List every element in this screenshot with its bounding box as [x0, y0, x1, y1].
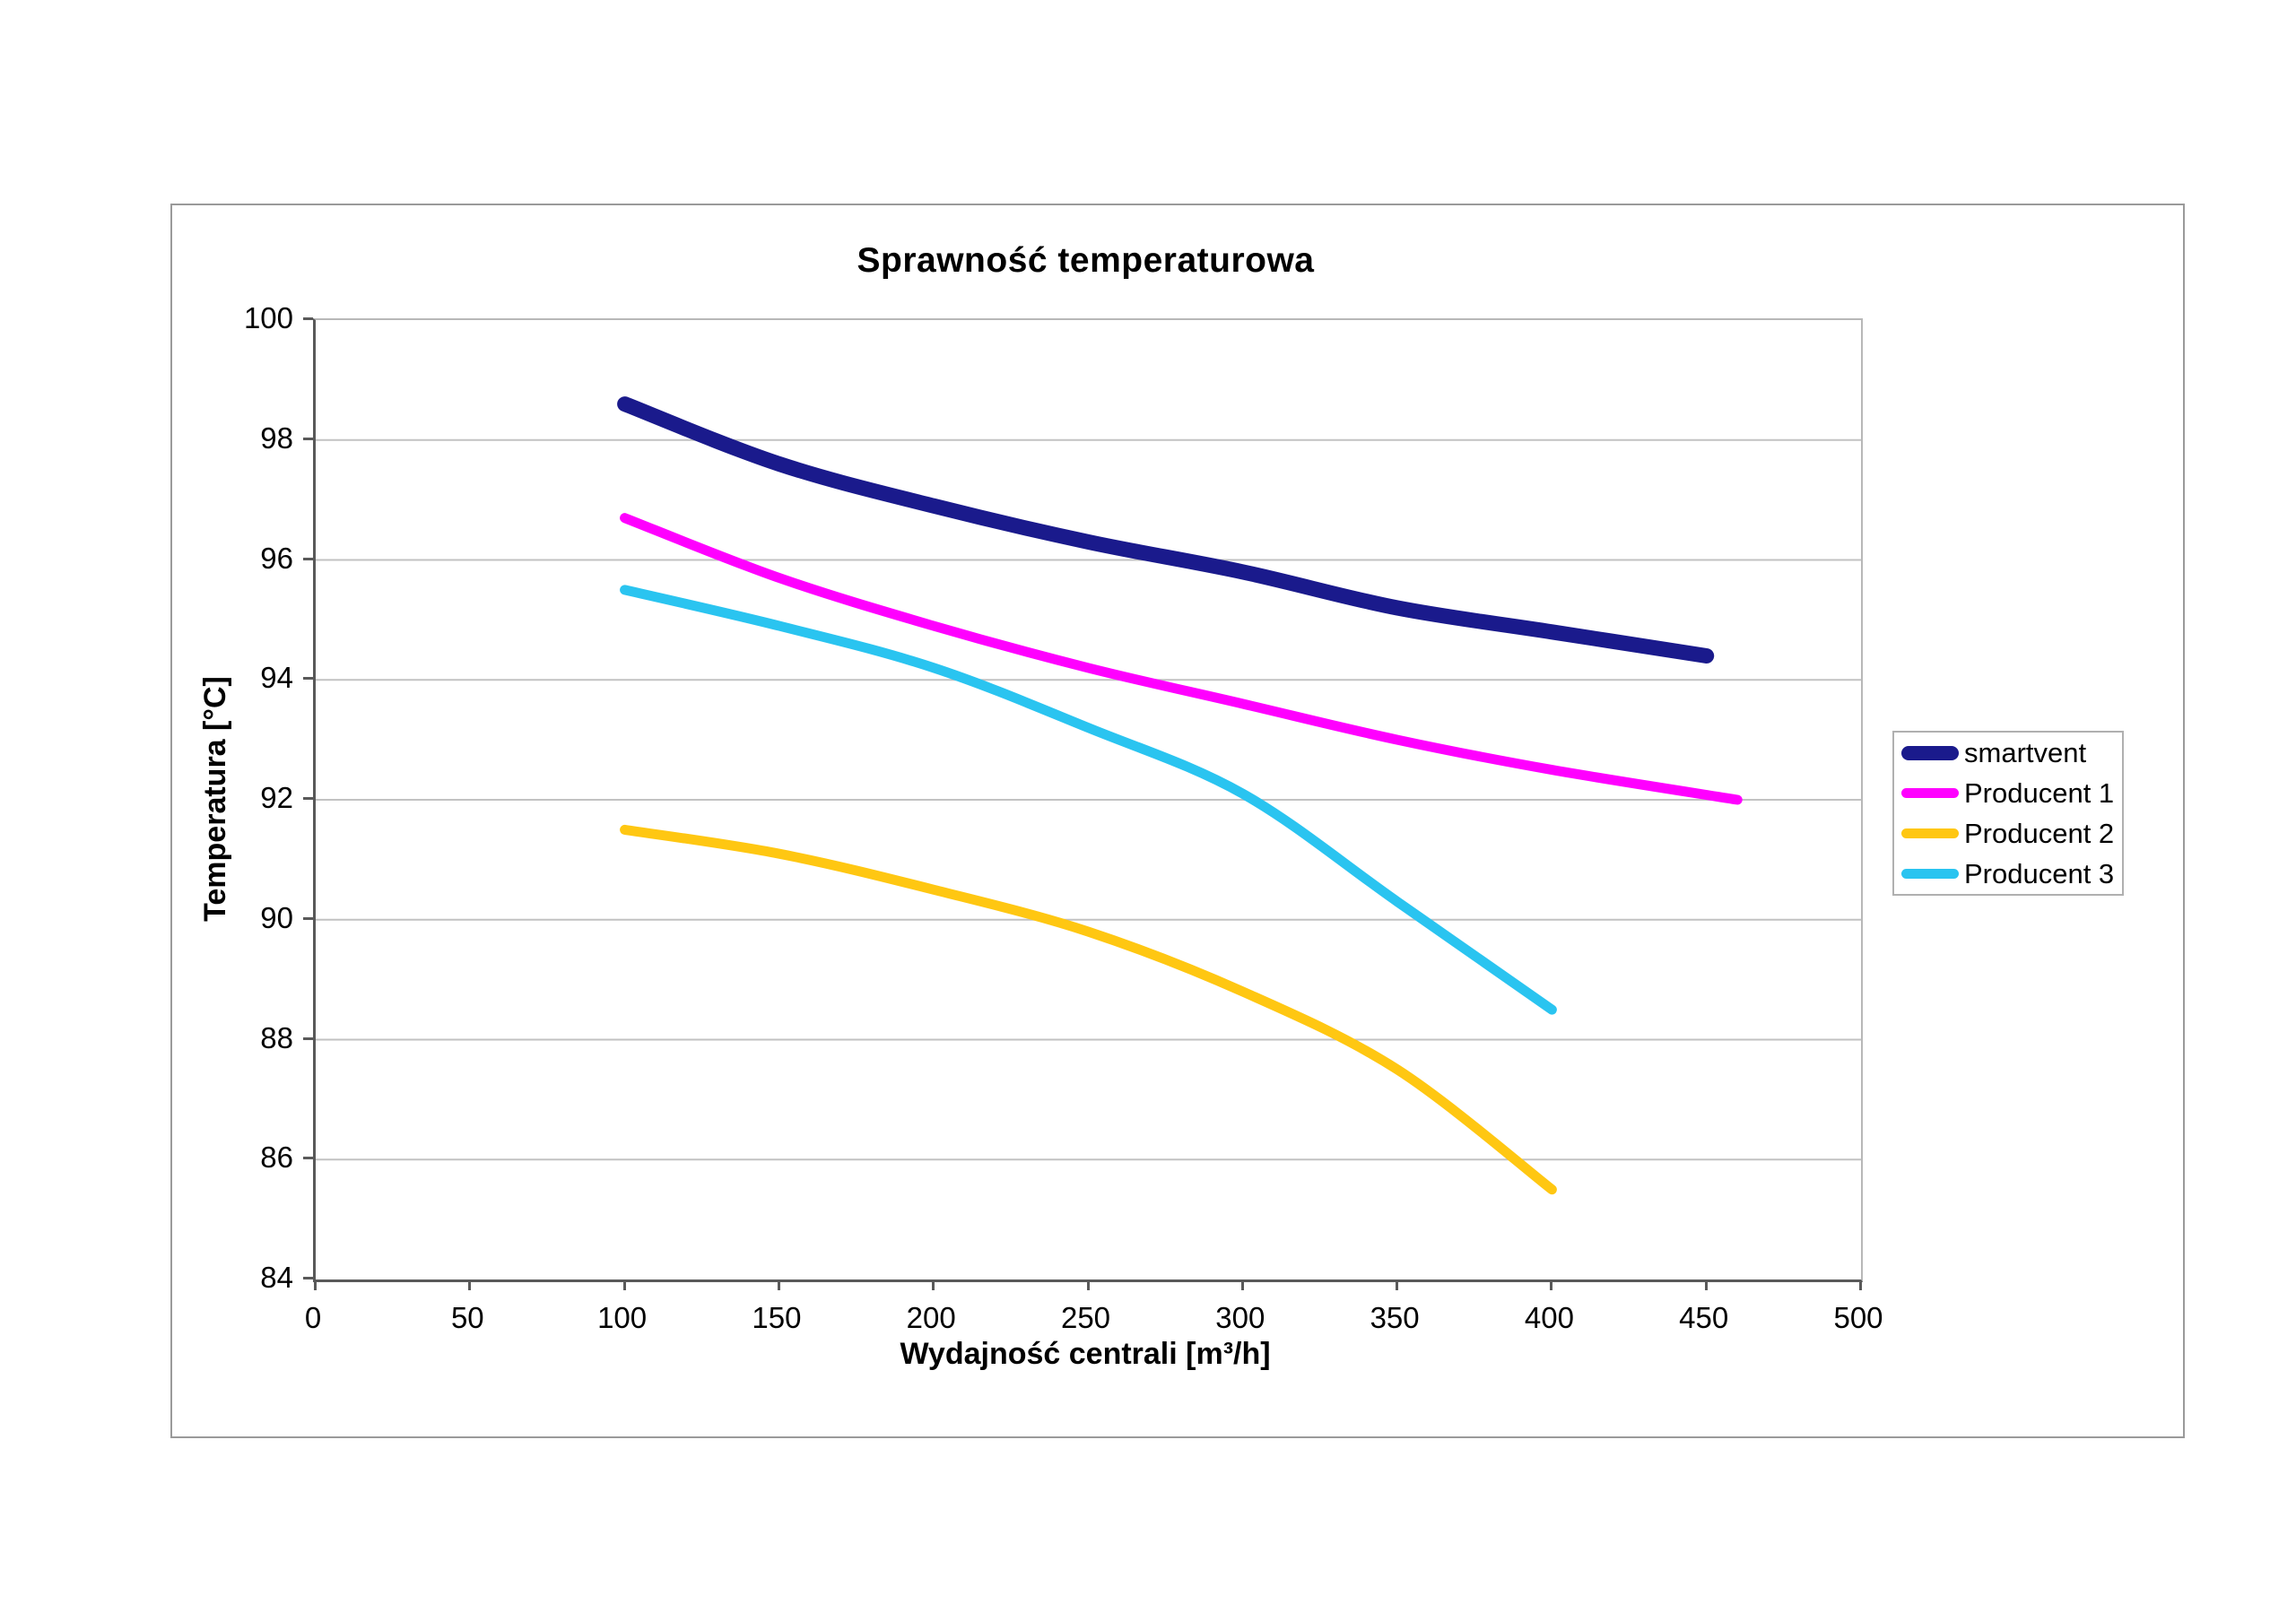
- y-tick-mark: [303, 437, 313, 440]
- x-tick-label-150: 150: [752, 1301, 802, 1334]
- y-tick-mark: [303, 317, 313, 320]
- y-tick-label-86: 86: [260, 1141, 293, 1175]
- x-tick-mark: [1240, 1280, 1244, 1290]
- legend-line-swatch-icon: [1901, 788, 1959, 798]
- y-tick-label-100: 100: [243, 301, 293, 334]
- plot-svg: [316, 396, 1861, 1195]
- x-tick-label-350: 350: [1370, 1301, 1420, 1334]
- legend-entry-producent-3: Producent 3: [1901, 854, 2122, 894]
- y-tick-label-96: 96: [260, 541, 293, 575]
- legend: smartvent Producent 1 Producent 2 Producent…: [1892, 731, 2124, 896]
- x-tick-mark: [1086, 1280, 1090, 1290]
- y-tick-label-94: 94: [260, 661, 293, 695]
- plot-area: [313, 318, 1863, 1282]
- y-tick-mark: [303, 797, 313, 800]
- y-tick-label-90: 90: [260, 900, 293, 934]
- x-tick-label-250: 250: [1060, 1301, 1111, 1334]
- legend-label: smartvent: [1964, 736, 2087, 768]
- legend-label: Producent 2: [1964, 817, 2115, 849]
- x-tick-mark: [932, 1280, 935, 1290]
- x-tick-mark: [1550, 1280, 1553, 1290]
- x-tick-label-300: 300: [1215, 1301, 1265, 1334]
- x-tick-mark: [468, 1280, 472, 1290]
- y-tick-mark: [303, 1277, 313, 1279]
- x-tick-mark: [1704, 1280, 1708, 1290]
- y-tick-label-88: 88: [260, 1020, 293, 1054]
- legend-line-swatch-icon: [1901, 869, 1959, 879]
- legend-line-swatch-icon: [1901, 745, 1959, 760]
- chart-frame: Sprawność temperaturowa 84 86 88 90 92 94 96 98…: [170, 204, 2185, 1438]
- y-tick-mark: [303, 1157, 313, 1160]
- legend-label: Producent 1: [1964, 776, 2115, 809]
- x-tick-label-450: 450: [1679, 1301, 1729, 1334]
- y-axis-title: Temperatura [°C]: [198, 676, 232, 922]
- y-tick-mark: [303, 557, 313, 560]
- series-line-producent-1: [620, 513, 1743, 805]
- legend-label: Producent 3: [1964, 857, 2115, 889]
- x-tick-label-0: 0: [304, 1301, 322, 1334]
- legend-entry-smartvent: smartvent: [1901, 733, 2122, 773]
- x-tick-label-400: 400: [1524, 1301, 1574, 1334]
- x-tick-mark: [314, 1280, 317, 1290]
- series-line-smartvent: [617, 396, 1715, 664]
- y-tick-mark: [303, 916, 313, 920]
- y-tick-label-92: 92: [260, 781, 293, 814]
- legend-entry-producent-2: Producent 2: [1901, 813, 2122, 854]
- x-tick-mark: [622, 1280, 626, 1290]
- x-tick-mark: [777, 1280, 780, 1290]
- y-tick-mark: [303, 1037, 313, 1040]
- series-line-producent-2: [620, 824, 1557, 1195]
- x-tick-label-500: 500: [1833, 1301, 1883, 1334]
- legend-entry-producent-1: Producent 1: [1901, 773, 2122, 813]
- chart-title: Sprawność temperaturowa: [857, 241, 1315, 280]
- x-tick-label-200: 200: [906, 1301, 956, 1334]
- legend-line-swatch-icon: [1901, 828, 1959, 838]
- y-tick-mark: [303, 677, 313, 681]
- x-tick-label-50: 50: [450, 1301, 484, 1334]
- x-tick-mark: [1396, 1280, 1399, 1290]
- series-line-producent-3: [620, 585, 1557, 1015]
- x-tick-mark: [1859, 1280, 1862, 1290]
- y-tick-label-84: 84: [260, 1261, 293, 1294]
- x-axis-title: Wydajność centrali [m³/h]: [900, 1337, 1271, 1371]
- y-tick-label-98: 98: [260, 421, 293, 455]
- x-tick-label-100: 100: [597, 1301, 648, 1334]
